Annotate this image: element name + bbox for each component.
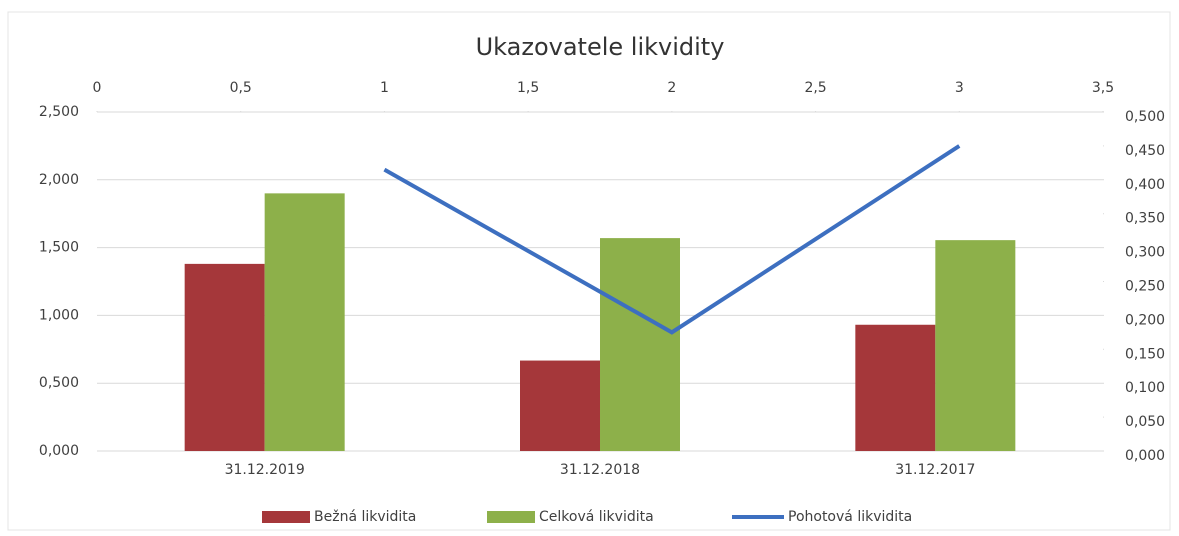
y2-tick-label: 0,100 <box>1125 380 1165 396</box>
x-tick-label: 31.12.2019 <box>225 462 305 478</box>
y2-tick-label: 0,050 <box>1125 414 1165 430</box>
legend-label: Pohotová likvidita <box>788 509 912 525</box>
y2-tick-label: 0,300 <box>1125 245 1165 261</box>
bar <box>264 193 345 452</box>
x2-tick-label: 1 <box>380 80 389 96</box>
x2-tick-label: 2 <box>667 80 676 96</box>
bar <box>184 263 265 451</box>
y-tick-label: 0,500 <box>39 375 79 391</box>
y2-tick-label: 0,250 <box>1125 279 1165 295</box>
bar <box>855 324 936 451</box>
y2-tick-label: 0,150 <box>1125 346 1165 362</box>
legend-swatch <box>262 511 310 523</box>
y2-tick-label: 0,200 <box>1125 312 1165 328</box>
y-tick-label: 1,500 <box>39 240 79 256</box>
bar <box>600 238 680 451</box>
x2-tick-label: 1,5 <box>517 80 539 96</box>
x-tick-label: 31.12.2017 <box>895 462 975 478</box>
x2-tick-label: 3,5 <box>1092 80 1114 96</box>
x2-tick-label: 2,5 <box>804 80 826 96</box>
line <box>383 144 961 335</box>
x2-tick-label: 0 <box>93 80 102 96</box>
y-tick-label: 1,000 <box>39 307 79 323</box>
y2-tick-label: 0,450 <box>1125 143 1165 159</box>
y2-tick-label: 0,500 <box>1125 109 1165 125</box>
y2-tick-label: 0,000 <box>1125 448 1165 464</box>
chart-title: Ukazovatele likvidity <box>476 33 725 61</box>
y-tick-label: 2,000 <box>39 172 79 188</box>
bar <box>935 240 1016 451</box>
y2-tick-label: 0,400 <box>1125 177 1165 193</box>
legend-swatch <box>487 511 535 523</box>
x-tick-label: 31.12.2018 <box>560 462 640 478</box>
legend-label: Celková likvidita <box>539 509 654 525</box>
x2-tick-label: 3 <box>955 80 964 96</box>
y2-tick-label: 0,350 <box>1125 211 1165 227</box>
y-tick-label: 0,000 <box>39 443 79 459</box>
bar <box>520 360 600 451</box>
y-tick-label: 2,500 <box>39 104 79 120</box>
legend-label: Bežná likvidita <box>314 509 416 525</box>
x2-tick-label: 0,5 <box>230 80 252 96</box>
